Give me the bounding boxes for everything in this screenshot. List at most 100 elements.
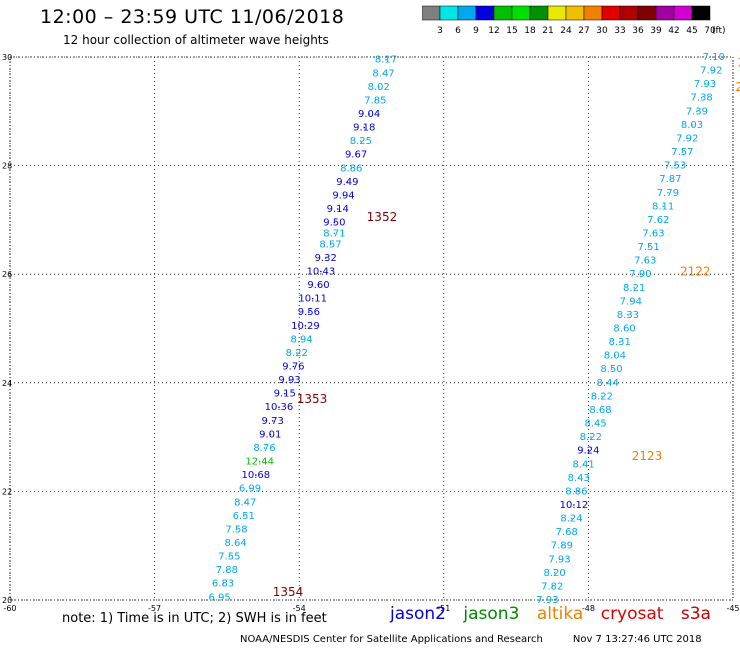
data-point [577, 477, 580, 479]
data-point [587, 449, 590, 452]
pass-id-label: 21 [735, 80, 740, 94]
data-label: 8.22 [591, 391, 613, 402]
colorbar-tick-label: 36 [632, 26, 644, 36]
pass-2123: 8.21 7.94 8.33 8.60 8.31 8.04 8.50 8.44 8.22 8.68… [536, 283, 645, 606]
footnote: note: 1) Time is in UTC; 2) SWH is in fe… [62, 611, 327, 626]
data-point [590, 436, 592, 438]
data-point [333, 221, 336, 224]
data-label: 7.55 [218, 552, 240, 563]
data-label: 8.86 [565, 486, 587, 497]
data-point [570, 517, 573, 520]
data-label: 8.50 [600, 364, 622, 375]
generated-timestamp: Nov 7 13:27:46 UTC 2018 [572, 634, 702, 645]
legend-s3a: s3a [680, 604, 711, 624]
data-point [226, 569, 228, 571]
legend-jason3: jason3 [463, 604, 520, 624]
data-label: 8.11 [652, 201, 674, 212]
data-label: 6.83 [212, 579, 234, 590]
data-label: 8.02 [368, 82, 390, 93]
data-point [350, 167, 353, 170]
x-tick-label: -45 [726, 604, 739, 613]
data-point [618, 341, 621, 343]
colorbar-tick-label: 42 [668, 26, 679, 36]
pass-id-label: 1353 [297, 392, 328, 406]
data-point [681, 151, 684, 153]
data-label: 9.32 [315, 253, 337, 264]
data-point [278, 406, 280, 409]
x-tick-label: -54 [293, 604, 306, 613]
data-label: 7.88 [216, 565, 238, 576]
y-tick-label: 30 [2, 53, 12, 62]
colorbar-tick-label: 6 [455, 26, 461, 36]
data-label: 7.90 [629, 269, 651, 280]
colorbar-tick-label: 12 [488, 26, 499, 36]
data-label: 6.99 [239, 484, 261, 495]
colorbar-tick-label: 15 [506, 26, 517, 36]
data-label: 9.24 [577, 446, 599, 457]
x-tick-label: -51 [437, 604, 450, 613]
data-label: 7.51 [638, 242, 660, 253]
data-point [639, 273, 642, 276]
data-point [304, 324, 307, 327]
data-point [601, 395, 603, 398]
data-point [283, 392, 286, 395]
data-label: 7.39 [686, 106, 708, 117]
data-label: 7.87 [659, 174, 681, 185]
data-label: 8.20 [544, 568, 566, 579]
data-point [614, 354, 616, 357]
data-point [222, 582, 224, 585]
data-label: 9.94 [332, 190, 354, 201]
data-label: 7.62 [647, 215, 669, 226]
data-label: 9.73 [262, 416, 284, 427]
pass-id-label: 1352 [367, 210, 398, 224]
data-point [228, 555, 231, 558]
data-point [263, 447, 266, 449]
color-scale-bar: 3 6 9 12 15 18 21 24 27 30 33 36 39 42 45 70(ft) [422, 5, 726, 36]
data-label: 7.85 [364, 95, 386, 106]
pass-2122: 7.10 7.92 7.93 7.38 7.39 8.03 7.92 7.57 7.53 7.87… [629, 52, 725, 280]
data-label: 12.44 [245, 457, 274, 468]
data-point [320, 270, 322, 273]
data-label: 7.10 [703, 52, 725, 63]
data-point [630, 300, 632, 303]
data-label: 10.12 [560, 500, 589, 511]
data-label: 8.41 [572, 459, 594, 470]
credit-line: NOAA/NESDIS Center for Satellite Applica… [240, 634, 702, 645]
data-label: 8.25 [350, 136, 372, 147]
data-point [235, 528, 238, 531]
data-label: 9.04 [358, 109, 380, 120]
data-label: 8.29 [204, 606, 226, 617]
data-label: 7.92 [700, 66, 722, 77]
data-point [311, 297, 314, 300]
data-point [269, 433, 272, 436]
data-point [342, 194, 345, 197]
data-point [288, 379, 291, 381]
colorbar-unit-label: (ft) [712, 26, 726, 36]
chart-subtitle: 12 hour collection of altimeter wave hei… [63, 33, 329, 47]
data-label: 9.49 [336, 177, 358, 188]
colorbar-tick-label: 30 [596, 26, 608, 36]
colorbar-tick-label: 18 [524, 26, 536, 36]
data-label: 8.45 [584, 419, 606, 430]
data-label: 8.47 [234, 497, 256, 508]
data-point [382, 72, 385, 75]
data-label: 8.76 [253, 443, 275, 454]
data-label: 10.11 [298, 294, 327, 305]
data-point [558, 558, 561, 561]
data-label: 9.60 [307, 280, 329, 291]
chart-title: 12:00 – 23:59 UTC 11/06/2018 [40, 6, 345, 28]
data-label: 7.79 [657, 188, 679, 199]
data-point [582, 463, 585, 466]
data-point [662, 205, 664, 208]
colorbar-tick-label: 27 [578, 26, 589, 36]
data-label: 9.01 [259, 429, 281, 440]
data-point [674, 164, 676, 167]
data-point [565, 531, 568, 533]
data-label: 9.18 [353, 123, 375, 134]
data-point [644, 259, 647, 262]
data-label: 7.93 [694, 79, 716, 90]
data-point [336, 208, 339, 210]
data-label: 9.56 [298, 307, 320, 318]
data-label: 8.60 [613, 324, 635, 335]
colorbar-tick-label: 45 [686, 26, 697, 36]
